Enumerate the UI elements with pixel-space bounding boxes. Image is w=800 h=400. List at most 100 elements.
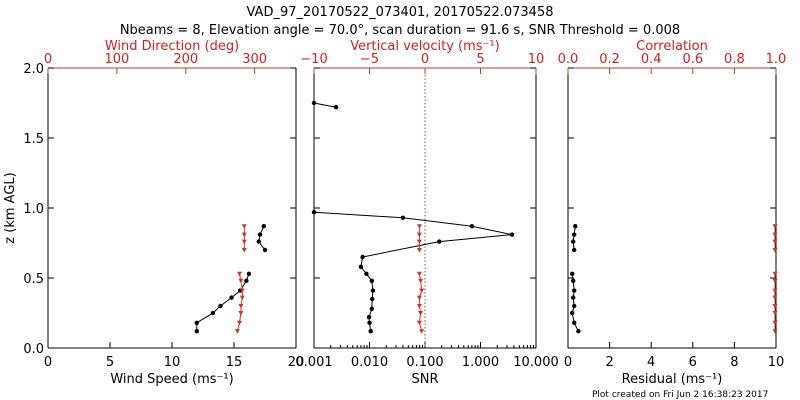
x-tick-label: 0 [564,355,572,370]
data-point [772,320,778,326]
x-axis-label: SNR [411,372,438,387]
data-point [772,329,778,334]
data-point [237,271,242,277]
top-axis-label: Vertical velocity (ms⁻¹) [350,39,499,54]
top-tick-label: 0 [421,52,429,67]
top-tick-label: 5 [476,52,484,67]
data-point [370,288,376,293]
data-point [358,264,364,269]
data-point [367,320,372,325]
data-point [369,306,374,311]
figure-title-line2: Nbeams = 8, Elevation angle = 70.0°, sca… [120,23,680,38]
data-point [234,329,240,334]
data-point [570,271,575,276]
data-point [311,100,317,106]
x-tick-label: 10.000 [513,355,559,370]
data-point [241,248,247,253]
data-point [772,232,778,238]
series-line [258,225,266,251]
data-point [572,232,577,237]
y-tick-label: 2.0 [23,62,44,77]
y-axis-label: z (km AGL) [3,172,18,243]
x-axis-label: Wind Speed (ms⁻¹) [110,372,233,387]
data-point [400,215,406,220]
data-point [772,224,778,229]
data-point [210,310,216,316]
x-tick-label: 0 [44,355,52,370]
y-tick-label: 1.5 [23,132,44,147]
data-point [366,315,372,320]
data-point [239,288,245,294]
data-point [572,303,577,309]
data-point [246,271,252,276]
data-point [333,105,339,110]
data-point [571,278,576,283]
data-point [369,278,374,283]
data-point [311,210,317,215]
data-point [772,295,778,301]
data-point [437,239,442,244]
top-axis-label: Wind Direction (deg) [105,39,239,54]
y-tick-label: 0.0 [23,342,44,357]
data-point [194,329,199,334]
figure-title-line1: VAD_97_20170522_073401, 20170522.073458 [247,5,554,20]
data-point [368,329,373,334]
top-tick-label: 300 [242,52,267,67]
data-point [360,254,365,260]
series-line [313,211,513,332]
data-point [572,288,577,293]
x-tick-label: 5 [106,355,114,370]
data-point [416,295,422,301]
data-point [419,288,425,294]
data-point [772,304,778,309]
data-point [416,320,422,326]
data-point [241,239,247,245]
y-tick-label: 0.5 [23,272,44,287]
plot-timestamp: Plot created on Fri Jun 2 16:38:23 2017 [592,390,768,400]
data-point [416,271,422,277]
y-tick-label: 1.0 [23,202,44,217]
top-tick-label: −10 [300,52,327,67]
data-point [572,247,577,253]
data-point [218,303,223,309]
top-axis-label: Correlation [636,39,708,54]
top-tick-label: 200 [173,52,198,67]
data-point [576,329,581,334]
data-point [238,311,244,316]
data-point [419,329,425,334]
data-point [237,320,242,326]
data-point [241,224,247,229]
data-point [239,295,245,301]
x-tick-label: 10 [164,355,181,370]
x-tick-label: 4 [647,355,655,370]
data-point [509,232,515,237]
top-tick-label: 100 [104,52,129,67]
data-point [416,224,422,229]
data-point [416,232,422,238]
data-point [772,311,778,316]
x-tick-label: 0.001 [295,355,332,370]
series-line [313,102,337,108]
data-point [572,320,577,325]
x-tick-label: 0.100 [406,355,443,370]
data-point [257,232,263,237]
top-tick-label: 0.6 [682,52,703,67]
data-point [469,224,475,229]
data-point [570,310,575,316]
x-tick-label: 10 [768,355,785,370]
top-tick-label: −5 [360,52,379,67]
data-point [772,271,778,277]
top-tick-label: 0.4 [641,52,662,67]
data-point [571,239,576,244]
top-tick-label: 0.8 [724,52,745,67]
top-tick-label: 1.0 [766,52,787,67]
data-point [241,232,247,238]
x-tick-label: 1.000 [462,355,499,370]
data-point [238,278,244,284]
x-tick-label: 0.010 [351,355,388,370]
data-point [370,296,375,302]
x-tick-label: 6 [689,355,697,370]
data-point [364,271,369,276]
